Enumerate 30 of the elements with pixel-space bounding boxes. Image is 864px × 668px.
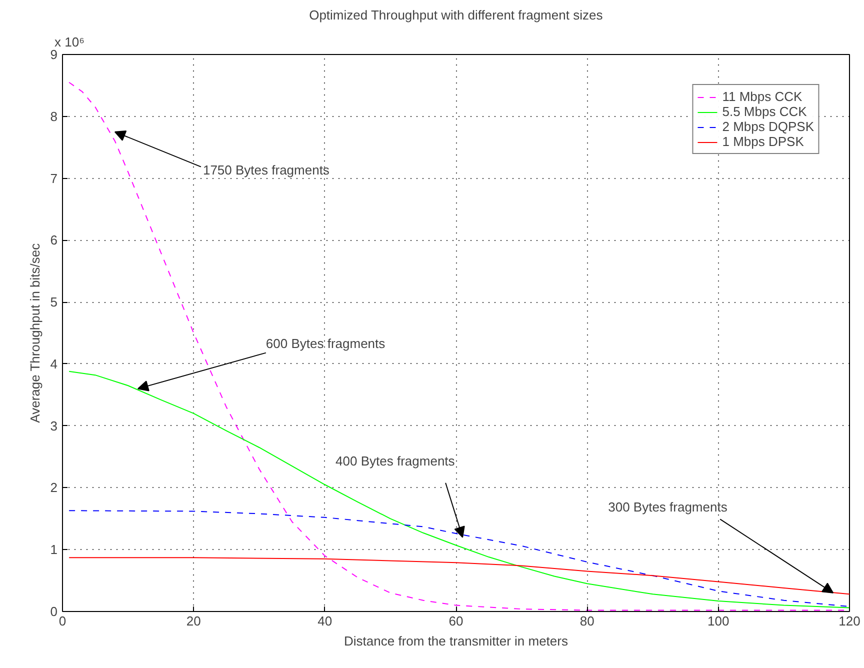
annotation: 300 Bytes fragments [608,499,728,514]
y-tick-label: 8 [50,108,58,124]
y-tick-label: 6 [50,232,58,248]
x-tick-label: 100 [707,614,730,628]
line-series [68,370,850,608]
y-tick-label: 0 [50,604,58,619]
y-tick-label: 3 [50,418,58,434]
annotation: 1750 Bytes fragments [202,162,330,178]
chart-title: Optimized Throughput with different fragment sizes [309,8,604,22]
annotation: 400 Bytes fragments [336,454,456,469]
legend-label: 2 Mbps DQPSK [722,119,814,134]
x-tick-label: 40 [318,614,332,628]
y-tick-label: 2 [50,480,58,496]
line-series [68,557,850,595]
y-tick-label: 4 [50,356,58,372]
y-tick-label: 7 [50,170,58,186]
x-tick-label: 60 [448,614,464,628]
y-axis-title: Average Throughput in bits/sec [27,242,42,423]
annotation: 600 Bytes fragments [266,336,386,352]
x-axis-title: Distance from the transmitter in meters [344,634,568,648]
text: x 10⁶ [54,34,84,50]
y-tick-label: 5 [50,294,58,310]
legend-label: 11 Mbps CCK [722,89,802,104]
x-tick-label: 120 [838,614,860,628]
y-tick-label: 9 [50,47,58,62]
y-tick-label: 1 [50,542,58,558]
legend-label: 5.5 Mbps CCK [722,104,807,119]
x-tick-label: 80 [580,614,594,628]
x-tick-label: 20 [186,614,201,628]
legend-label: 1 Mbps DPSK [722,134,804,149]
